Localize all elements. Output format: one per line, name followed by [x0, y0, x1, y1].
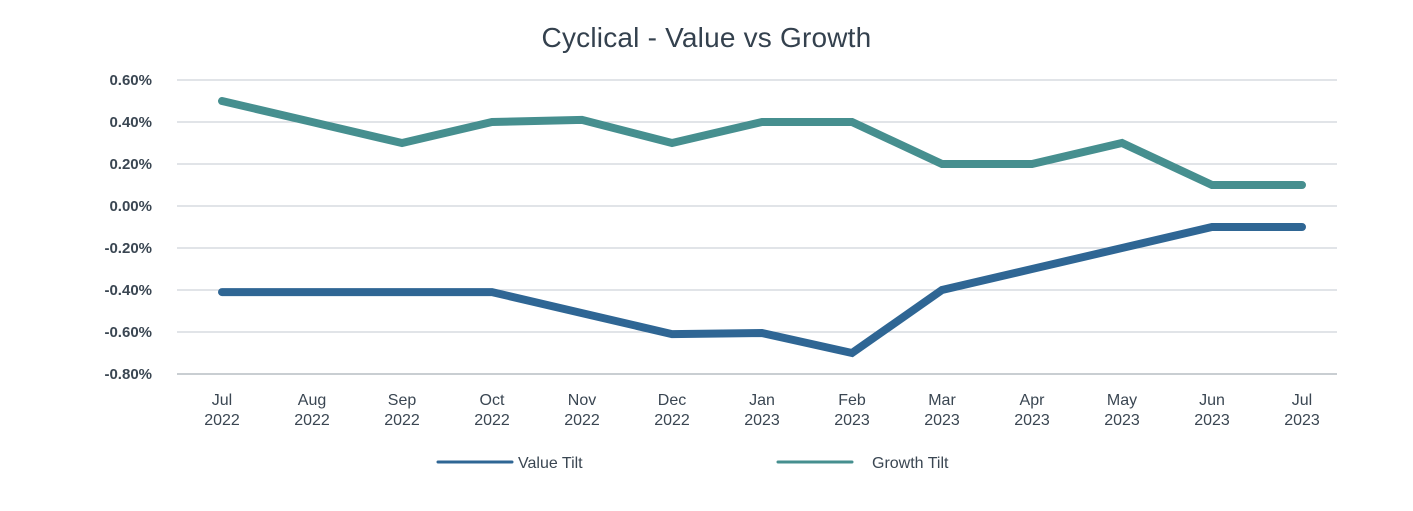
- y-tick-label: 0.20%: [109, 156, 152, 173]
- x-tick-label: Dec 2022: [654, 392, 690, 429]
- y-tick-label: -0.60%: [104, 324, 152, 341]
- legend-item-value-tilt: Value Tilt: [436, 455, 583, 472]
- y-tick-label: 0.00%: [109, 198, 152, 215]
- x-tick-label: Jun 2023: [1194, 392, 1230, 429]
- x-tick-label: Feb 2023: [834, 392, 870, 429]
- legend-item-growth-tilt: Growth Tilt: [776, 455, 949, 472]
- legend: Value Tilt Growth Tilt: [436, 455, 949, 472]
- x-tick-label: Oct 2022: [474, 392, 510, 429]
- legend-label: Value Tilt: [518, 455, 583, 472]
- y-tick-label: -0.40%: [104, 282, 152, 299]
- series-lines: [218, 97, 1306, 358]
- y-tick-label: -0.20%: [104, 240, 152, 257]
- y-axis-ticks: 0.60% 0.40% 0.20% 0.00% -0.20% -0.40% -0.60% -0…: [104, 72, 152, 383]
- x-axis-ticks: Jul 2022 Aug 2022 Sep 2022 Oct 2022 Nov 2022 Dec 20…: [204, 392, 1320, 429]
- y-tick-label: 0.40%: [109, 114, 152, 131]
- y-tick-label: 0.60%: [109, 72, 152, 89]
- chart-title: Cyclical - Value vs Growth: [541, 22, 872, 53]
- x-tick-label: Apr 2023: [1014, 392, 1050, 429]
- x-tick-label: Nov 2022: [564, 392, 600, 429]
- x-tick-label: Jul 2023: [1284, 392, 1320, 429]
- x-tick-label: Jul 2022: [204, 392, 240, 429]
- x-tick-label: Aug 2022: [294, 392, 330, 429]
- x-tick-label: Jan 2023: [744, 392, 780, 429]
- series-line-growth-tilt: [218, 97, 1306, 189]
- x-tick-label: Sep 2022: [384, 392, 420, 429]
- x-tick-label: Mar 2023: [924, 392, 960, 429]
- legend-label: Growth Tilt: [872, 455, 949, 472]
- y-tick-label: -0.80%: [104, 366, 152, 383]
- x-tick-label: May 2023: [1104, 392, 1140, 429]
